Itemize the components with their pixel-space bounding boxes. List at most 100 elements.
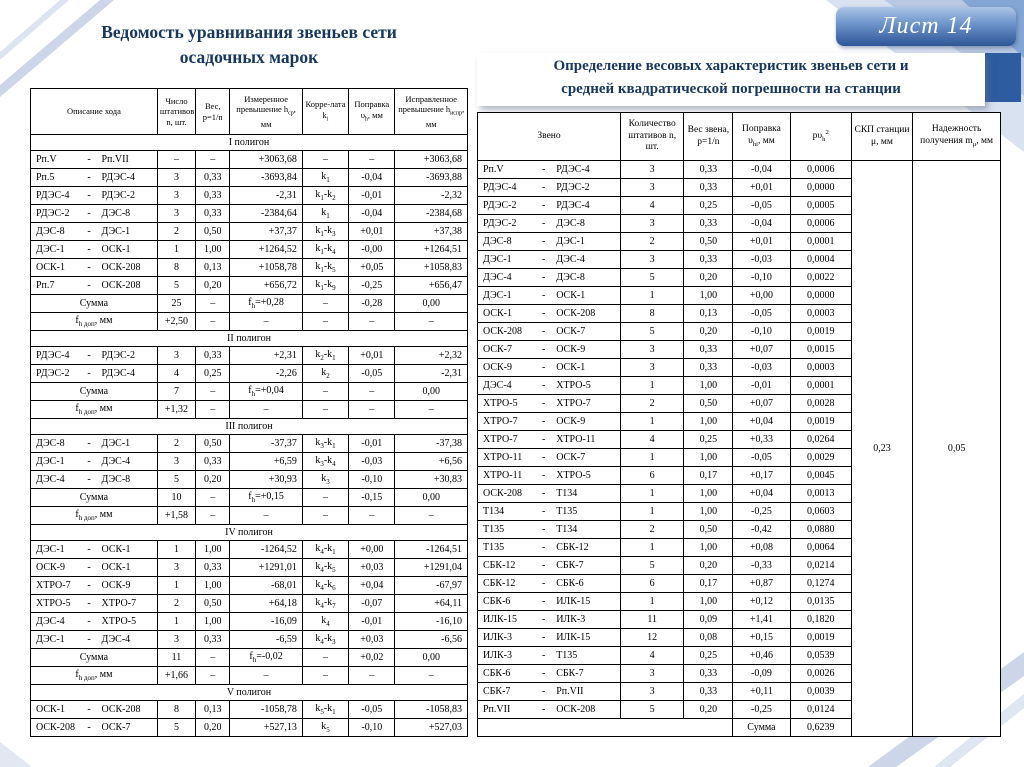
pv2-cell: 0,1820 <box>789 610 852 629</box>
polygon-section-label: IV полигон <box>30 524 468 541</box>
point-from: ХТРО-11 <box>483 470 523 481</box>
measured-elevation-cell: +2,31 <box>229 346 303 365</box>
link-cell: ХТРО-11 - ОСК-7 <box>477 448 621 467</box>
summary-value-cell: – <box>301 488 350 507</box>
summary-value-cell: – <box>195 666 231 685</box>
summary-value-cell: +0,02 <box>348 648 396 667</box>
point-from: ХТРО-11 <box>483 452 523 463</box>
tripod-count-cell: 2 <box>156 222 197 241</box>
tripod-count-cell: 1 <box>619 592 685 611</box>
link-cell: ОСК-7 - ОСК-9 <box>477 340 621 359</box>
traverse-cell: ХТРО-7 - ОСК-9 <box>30 576 158 595</box>
link-dash: - <box>87 634 91 645</box>
corrected-elevation-cell: -2,32 <box>394 186 468 205</box>
link-dash: - <box>87 172 91 183</box>
weight-cell: 1,00 <box>195 612 231 631</box>
corrected-elevation-cell: +527,03 <box>394 718 468 737</box>
point-from: ДЭС-1 <box>36 634 65 645</box>
tripod-count-cell: 2 <box>619 394 685 413</box>
point-to: ХТРО-5 <box>556 380 591 391</box>
link-dash: - <box>87 154 91 165</box>
polygon-section-label: I полигон <box>30 134 468 151</box>
point-to: ДЭС-4 <box>556 254 585 265</box>
point-to: ИЛК-15 <box>556 632 591 643</box>
weight-cell: 1,00 <box>195 576 231 595</box>
summary-value-cell: fh=+0,28 <box>229 294 303 313</box>
point-from: ДЭС-1 <box>483 290 512 301</box>
point-to: ИЛК-3 <box>556 614 586 625</box>
pv2-cell: 0,0135 <box>789 592 852 611</box>
point-to: ОСК-208 <box>556 704 596 715</box>
point-to: ДЭС-8 <box>556 272 585 283</box>
sheet-number-label: Лист 14 <box>879 13 973 39</box>
point-to: ОСК-208 <box>101 704 141 715</box>
weight-cell: 1,00 <box>683 448 734 467</box>
link-row: ДЭС-1 - ДЭС-4 3 0,33 -0,03 0,0004 <box>477 250 1001 269</box>
corrected-elevation-cell: -67,97 <box>394 576 468 595</box>
pv2-cell: 0,0539 <box>789 646 852 665</box>
point-to: ХТРО-7 <box>556 398 591 409</box>
point-from: ИЛК-15 <box>483 614 518 625</box>
weight-cell: 0,33 <box>195 558 231 577</box>
link-dash: - <box>542 434 546 445</box>
correction-cell: -0,09 <box>732 664 791 683</box>
correction-cell: +0,11 <box>732 682 791 701</box>
correction-cell: -0,04 <box>348 204 396 223</box>
pv2-cell: 0,0006 <box>789 160 852 179</box>
header-row: Описание хода Число штативов n, шт. Вес,… <box>30 88 468 135</box>
correction-cell: -0,10 <box>348 718 396 737</box>
traverse-cell: РДЭС-2 - ДЭС-8 <box>30 204 158 223</box>
correction-cell: -0,07 <box>348 594 396 613</box>
link-dash: - <box>542 596 546 607</box>
weight-cell: 0,33 <box>195 452 231 471</box>
correction-cell: -0,42 <box>732 520 791 539</box>
correlate-cell: k2 <box>301 364 350 383</box>
tripod-count-cell: 2 <box>619 520 685 539</box>
summary-value-cell: – <box>301 294 350 313</box>
link-dash: - <box>87 350 91 361</box>
link-dash: - <box>87 598 91 609</box>
summary-value-cell: – <box>301 400 350 419</box>
correction-cell: +0,04 <box>732 412 791 431</box>
col-header-tripods: Количество штативов n, шт. <box>619 112 685 161</box>
correlate-cell: k2-k1 <box>301 346 350 365</box>
tripod-count-cell: 1 <box>619 376 685 395</box>
pv2-cell: 0,0003 <box>789 304 852 323</box>
point-to: РДЭС-2 <box>556 182 590 193</box>
link-dash: - <box>542 200 546 211</box>
point-to: Рп.VII <box>556 686 584 697</box>
pv2-cell: 0,0029 <box>789 448 852 467</box>
measured-elevation-cell: +1264,52 <box>229 240 303 259</box>
link-dash: - <box>542 488 546 499</box>
weight-cell: 0,33 <box>195 168 231 187</box>
traverse-row: Рп.5 - РДЭС-4 3 0,33 -3693,84 k1 -0,04 -3693,88 <box>30 168 468 187</box>
weight-cell: 0,50 <box>683 520 734 539</box>
correlate-cell: k3-k1 <box>301 434 350 453</box>
traverse-cell: ДЭС-4 - ХТРО-5 <box>30 612 158 631</box>
link-cell: РДЭС-4 - РДЭС-2 <box>477 178 621 197</box>
point-to: РДЭС-4 <box>101 368 135 379</box>
point-to: ИЛК-15 <box>556 596 591 607</box>
polygon-section-label: III полигон <box>30 418 468 435</box>
link-dash: - <box>87 722 91 733</box>
link-row: СБК-7 - Рп.VII 3 0,33 +0,11 0,0039 <box>477 682 1001 701</box>
summary-value-cell: 0,00 <box>394 488 468 507</box>
traverse-cell: ОСК-1 - ОСК-208 <box>30 258 158 277</box>
link-row: ДЭС-1 - ОСК-1 1 1,00 +0,00 0,0000 <box>477 286 1001 305</box>
summary-value-cell: – <box>301 312 350 331</box>
tripod-count-cell: 1 <box>619 538 685 557</box>
traverse-cell: РДЭС-2 - РДЭС-4 <box>30 364 158 383</box>
summary-value-cell: – <box>229 312 303 331</box>
weight-cell: 0,33 <box>195 630 231 649</box>
col-header-correction: Поправка υhi, мм <box>732 112 791 161</box>
summary-value-cell: – <box>229 666 303 685</box>
summary-value-cell: +1,32 <box>156 400 197 419</box>
traverse-cell: РДЭС-4 - РДЭС-2 <box>30 186 158 205</box>
measured-elevation-cell: +656,72 <box>229 276 303 295</box>
correction-cell: -0,33 <box>732 556 791 575</box>
point-to: СБК-7 <box>556 560 584 571</box>
traverse-row: ДЭС-8 - ДЭС-1 2 0,50 -37,37 k3-k1 -0,01 -37,38 <box>30 434 468 453</box>
fdop-label-cell: fh доп, мм <box>30 506 158 525</box>
link-row: РДЭС-4 - РДЭС-2 3 0,33 +0,01 0,0000 <box>477 178 1001 197</box>
link-cell: ДЭС-1 - ДЭС-4 <box>477 250 621 269</box>
